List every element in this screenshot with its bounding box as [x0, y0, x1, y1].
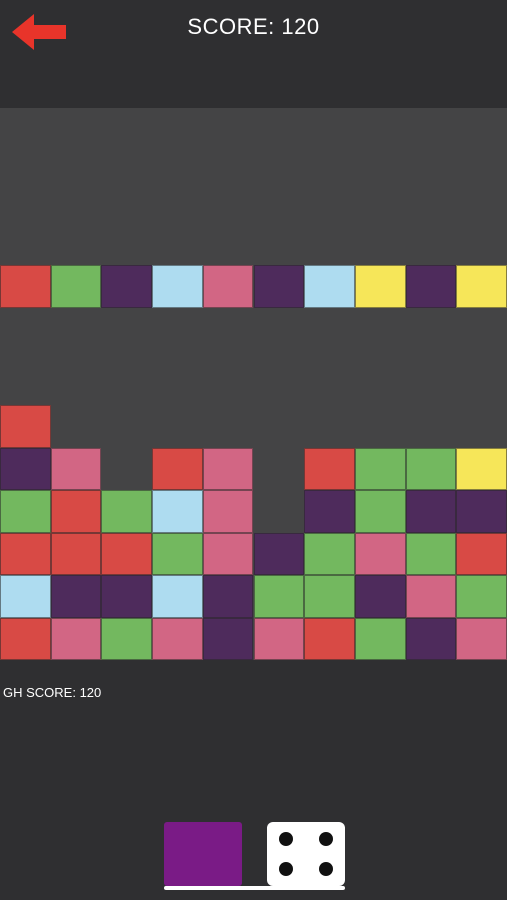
- stack-block: [405, 532, 457, 575]
- stack-block: [152, 575, 203, 618]
- falling-block: [152, 265, 203, 308]
- stack-block: [101, 617, 153, 660]
- stack-block: [456, 532, 507, 575]
- falling-block: [0, 265, 51, 308]
- stack-block: [456, 617, 507, 660]
- stack-block: [304, 617, 355, 660]
- stack-block: [0, 490, 51, 533]
- stack-block: [0, 447, 51, 490]
- stack-block: [405, 490, 457, 533]
- stack-block: [101, 575, 153, 618]
- stack-block: [0, 575, 51, 618]
- footer-tray: [0, 700, 507, 900]
- stack-block: [152, 617, 203, 660]
- stack-block: [456, 575, 507, 618]
- stack-block: [152, 490, 203, 533]
- stack-block: [0, 617, 51, 660]
- stack-block: [456, 490, 507, 533]
- back-arrow-icon: [12, 14, 66, 50]
- stack-block: [202, 575, 254, 618]
- header-bar: SCORE: 120: [0, 0, 507, 108]
- next-block-preview: [164, 822, 242, 886]
- controls-underline: [164, 886, 345, 890]
- stack-block: [253, 532, 305, 575]
- stack-block: [202, 490, 254, 533]
- stack-block: [0, 405, 51, 448]
- stack-block: [304, 490, 355, 533]
- stack-block: [50, 617, 102, 660]
- stack-block: [101, 532, 153, 575]
- falling-block: [101, 265, 153, 308]
- stack-block: [50, 575, 102, 618]
- stack-block: [405, 575, 457, 618]
- stack-block: [304, 532, 355, 575]
- stack-block: [304, 447, 355, 490]
- stack-block: [202, 532, 254, 575]
- stack-block: [354, 617, 406, 660]
- falling-block: [253, 265, 305, 308]
- stack-block: [152, 447, 203, 490]
- back-button[interactable]: [10, 12, 70, 52]
- stack-block: [405, 617, 457, 660]
- stack-block: [50, 490, 102, 533]
- game-board[interactable]: [0, 108, 507, 660]
- stack-block: [0, 532, 51, 575]
- stack-block: [202, 447, 254, 490]
- falling-block: [50, 265, 102, 308]
- dice-button[interactable]: [267, 822, 345, 886]
- stack-block: [354, 532, 406, 575]
- stack-block: [202, 617, 254, 660]
- stack-block: [152, 532, 203, 575]
- stack-block: [354, 575, 406, 618]
- stack-block: [354, 490, 406, 533]
- stack-block: [304, 575, 355, 618]
- stack-block: [253, 617, 305, 660]
- stack-block: [253, 575, 305, 618]
- falling-block: [456, 265, 507, 308]
- stack-block: [101, 490, 153, 533]
- falling-block: [405, 265, 457, 308]
- falling-block: [304, 265, 355, 308]
- stack-block: [354, 447, 406, 490]
- stack-block: [50, 532, 102, 575]
- score-display: SCORE: 120: [187, 14, 320, 39]
- high-score-label: GH SCORE: 120: [3, 685, 102, 700]
- stack-block: [50, 447, 102, 490]
- stack-block: [405, 447, 457, 490]
- falling-block: [202, 265, 254, 308]
- falling-block: [354, 265, 406, 308]
- stack-block: [456, 447, 507, 490]
